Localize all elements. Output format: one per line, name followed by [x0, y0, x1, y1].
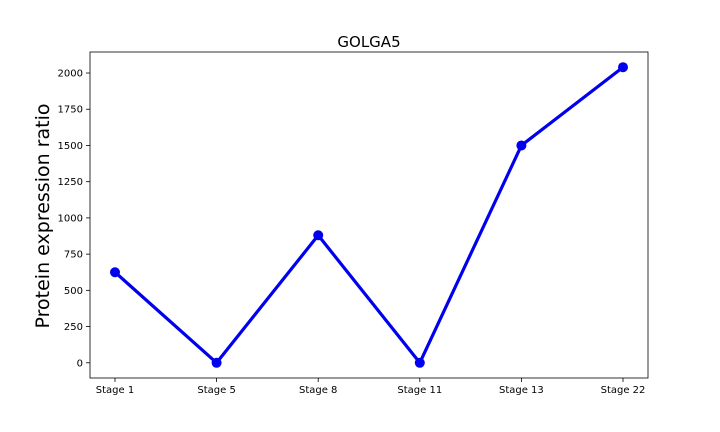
- y-tick-label: 750: [64, 250, 83, 261]
- y-tick-label: 1250: [58, 177, 83, 188]
- data-point: [618, 62, 628, 73]
- y-tick-label: 2000: [58, 69, 83, 80]
- x-tick-label: Stage 13: [499, 385, 544, 396]
- data-point: [211, 357, 222, 368]
- data-point: [516, 140, 527, 151]
- x-tick-label: Stage 1: [96, 385, 134, 396]
- y-tick-label: 500: [64, 286, 83, 297]
- y-tick-label: 1750: [58, 105, 83, 116]
- series-line: [113, 65, 624, 365]
- x-tick-label: Stage 5: [197, 385, 235, 396]
- data-point: [414, 357, 425, 368]
- y-axis-label: Protein expression ratio: [32, 104, 54, 329]
- x-tick-label: Stage 8: [299, 385, 337, 396]
- y-tick-label: 0: [77, 358, 83, 369]
- data-point: [313, 230, 324, 241]
- y-tick-label: 1000: [58, 213, 83, 224]
- x-tick-label: Stage 22: [601, 385, 646, 396]
- x-tick-label: Stage 11: [397, 385, 442, 396]
- plot-area: 0 250 500 750 1000 1250 1500 1750 2000 Stage 1 Sta…: [58, 51, 649, 396]
- data-point: [110, 267, 120, 278]
- y-tick-label: 250: [64, 322, 83, 333]
- chart-title: GOLGA5: [337, 33, 400, 51]
- plot-frame: [89, 51, 649, 379]
- y-tick-label: 1500: [58, 141, 83, 152]
